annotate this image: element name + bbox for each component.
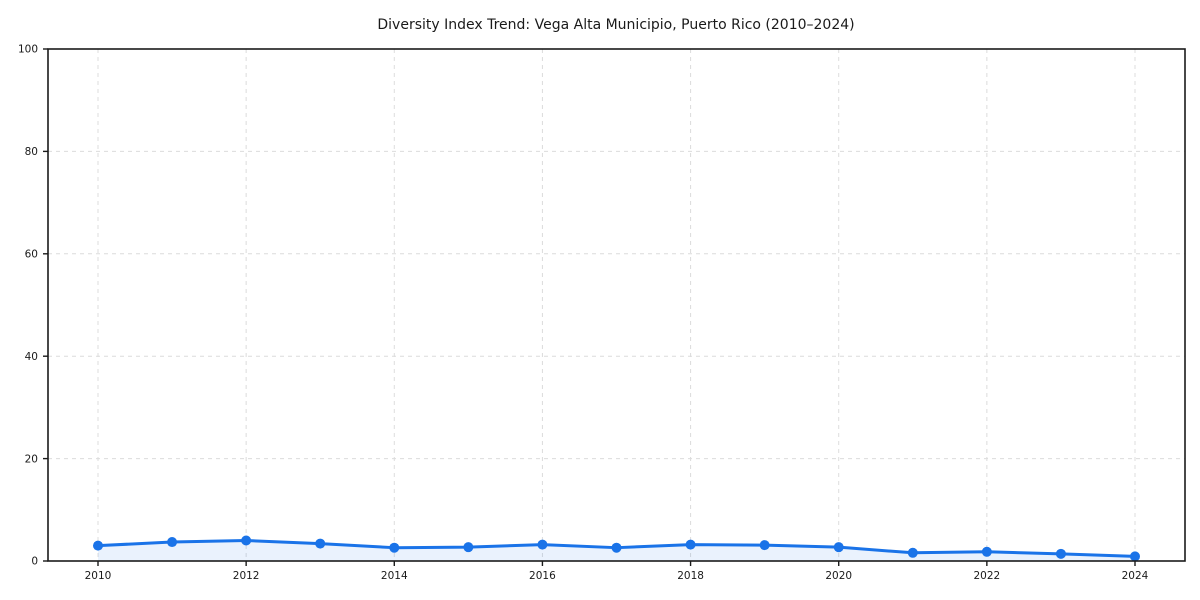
y-tick-label: 0	[31, 556, 38, 568]
axes	[43, 48, 1186, 566]
data-point	[1055, 548, 1066, 559]
data-point	[833, 542, 844, 553]
x-tick-label: 2024	[1122, 570, 1149, 582]
data-point	[981, 546, 992, 557]
y-tick-label: 60	[25, 249, 38, 261]
data-point	[685, 539, 696, 550]
y-tick-label: 20	[25, 453, 38, 465]
y-tick-label: 40	[25, 351, 38, 363]
chart-title: Diversity Index Trend: Vega Alta Municip…	[377, 17, 854, 33]
y-tick-label: 100	[18, 44, 38, 56]
x-tick-label: 2020	[825, 570, 852, 582]
x-tick-label: 2018	[677, 570, 704, 582]
data-point	[611, 542, 622, 553]
x-tick-label: 2010	[85, 570, 112, 582]
y-tick-label: 80	[25, 146, 38, 158]
x-tick-label: 2022	[973, 570, 1000, 582]
data-point	[167, 537, 178, 548]
x-tick-label: 2012	[233, 570, 260, 582]
x-tick-label: 2016	[529, 570, 556, 582]
plot-frame	[47, 48, 1186, 562]
data-point	[759, 540, 770, 551]
data-point	[93, 540, 103, 551]
tick-labels: 2010 2012 2014 2016 2018 2020 2022 2024 0 20 40 60 8…	[18, 44, 1149, 582]
gridlines	[48, 49, 1185, 561]
data-point	[241, 535, 252, 546]
x-tick-label: 2014	[381, 570, 408, 582]
series-markers	[93, 535, 1140, 562]
data-point	[463, 542, 474, 553]
data-point	[907, 547, 918, 558]
data-point	[537, 539, 548, 550]
data-point	[389, 542, 400, 553]
data-point	[1130, 551, 1140, 562]
data-point	[315, 538, 326, 549]
